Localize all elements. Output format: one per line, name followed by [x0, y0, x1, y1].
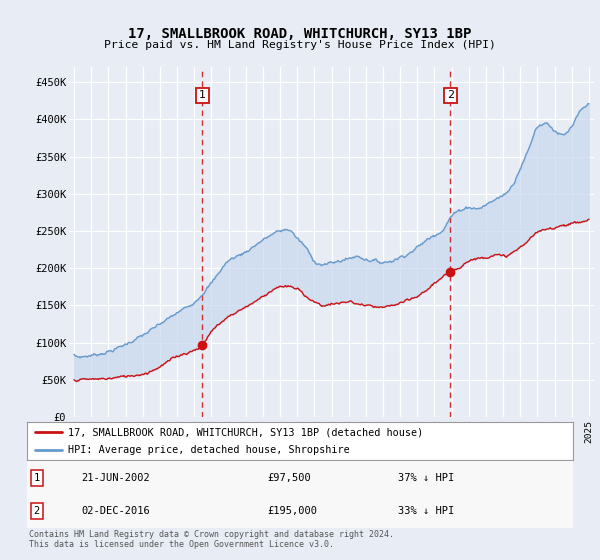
Text: 2: 2 [34, 506, 40, 516]
Text: 1: 1 [34, 473, 40, 483]
Text: £195,000: £195,000 [267, 506, 317, 516]
Text: Price paid vs. HM Land Registry's House Price Index (HPI): Price paid vs. HM Land Registry's House … [104, 40, 496, 50]
Text: £97,500: £97,500 [267, 473, 311, 483]
Text: 1: 1 [199, 91, 206, 100]
Text: 21-JUN-2002: 21-JUN-2002 [82, 473, 151, 483]
Text: 17, SMALLBROOK ROAD, WHITCHURCH, SY13 1BP: 17, SMALLBROOK ROAD, WHITCHURCH, SY13 1B… [128, 27, 472, 41]
Text: This data is licensed under the Open Government Licence v3.0.: This data is licensed under the Open Gov… [29, 540, 334, 549]
Text: HPI: Average price, detached house, Shropshire: HPI: Average price, detached house, Shro… [68, 445, 350, 455]
Text: 2: 2 [446, 91, 454, 100]
Text: 37% ↓ HPI: 37% ↓ HPI [398, 473, 455, 483]
Text: 02-DEC-2016: 02-DEC-2016 [82, 506, 151, 516]
Text: 33% ↓ HPI: 33% ↓ HPI [398, 506, 455, 516]
Text: 17, SMALLBROOK ROAD, WHITCHURCH, SY13 1BP (detached house): 17, SMALLBROOK ROAD, WHITCHURCH, SY13 1B… [68, 427, 423, 437]
Text: Contains HM Land Registry data © Crown copyright and database right 2024.: Contains HM Land Registry data © Crown c… [29, 530, 394, 539]
